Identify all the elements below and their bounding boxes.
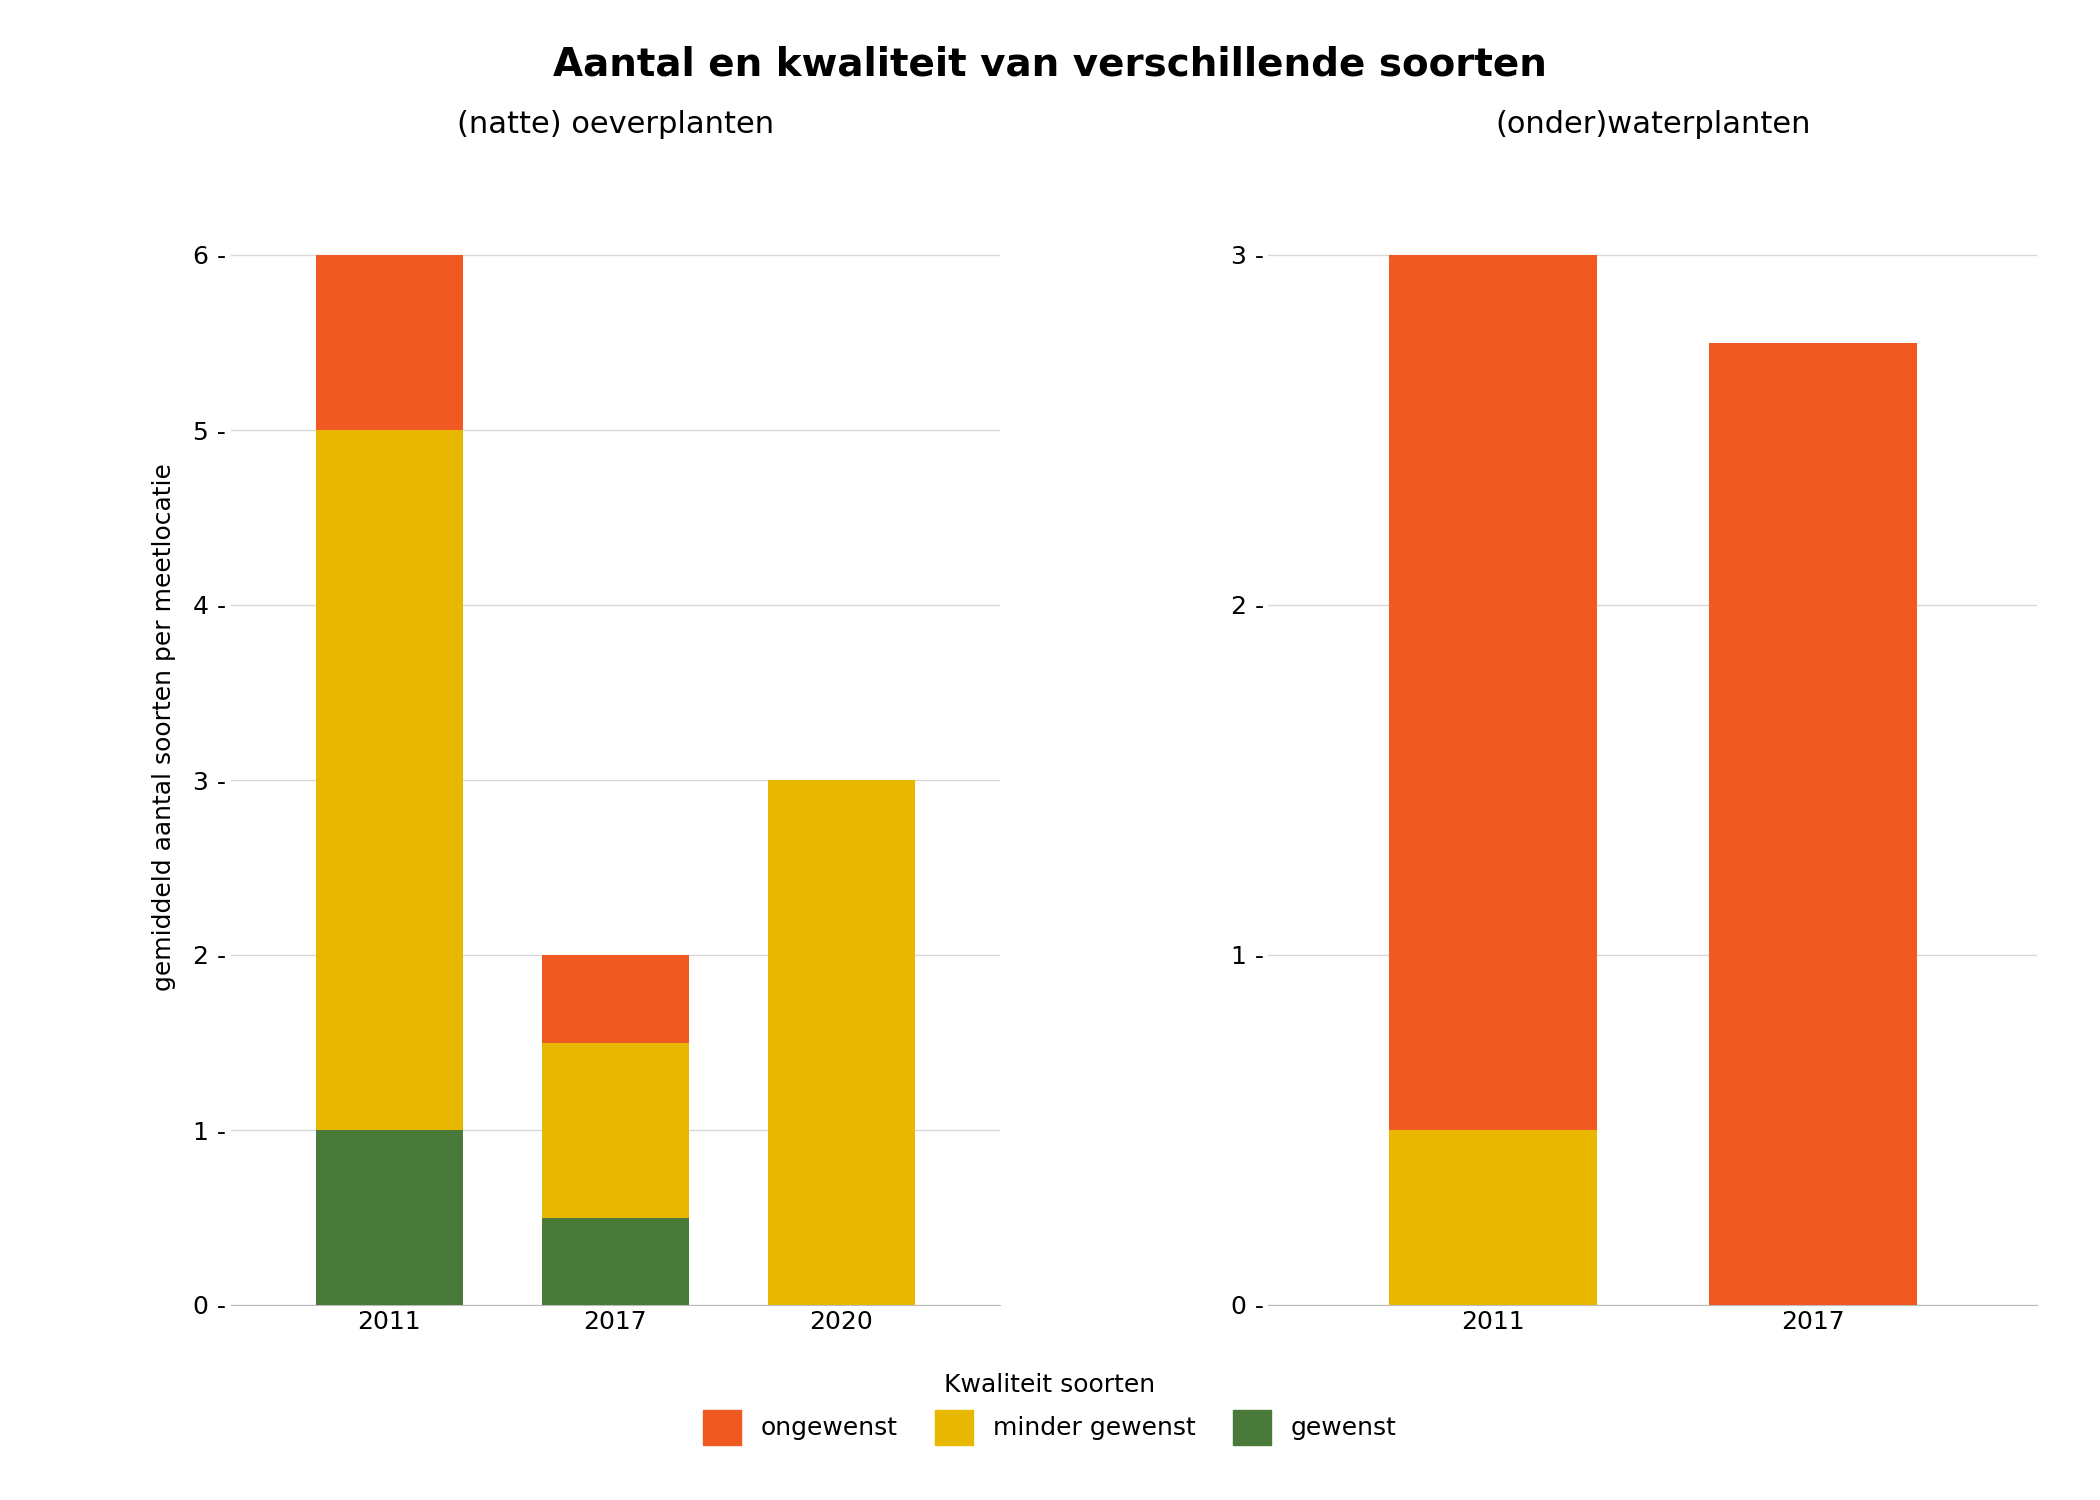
Y-axis label: gemiddeld aantal soorten per meetlocatie: gemiddeld aantal soorten per meetlocatie	[153, 464, 176, 992]
Bar	[1388, 1130, 1596, 1305]
Bar	[542, 1218, 689, 1305]
Title: (onder)waterplanten: (onder)waterplanten	[1495, 111, 1810, 140]
Legend: ongewenst, minder gewenst, gewenst: ongewenst, minder gewenst, gewenst	[691, 1360, 1409, 1458]
Bar	[769, 780, 916, 1305]
Bar	[315, 430, 462, 1130]
Bar	[542, 1042, 689, 1218]
Bar	[315, 255, 462, 430]
Bar	[1388, 255, 1596, 1130]
Bar	[1709, 342, 1917, 1305]
Bar	[542, 956, 689, 1042]
Text: Aantal en kwaliteit van verschillende soorten: Aantal en kwaliteit van verschillende so…	[552, 45, 1548, 82]
Title: (natte) oeverplanten: (natte) oeverplanten	[456, 111, 773, 140]
Bar	[315, 1130, 462, 1305]
